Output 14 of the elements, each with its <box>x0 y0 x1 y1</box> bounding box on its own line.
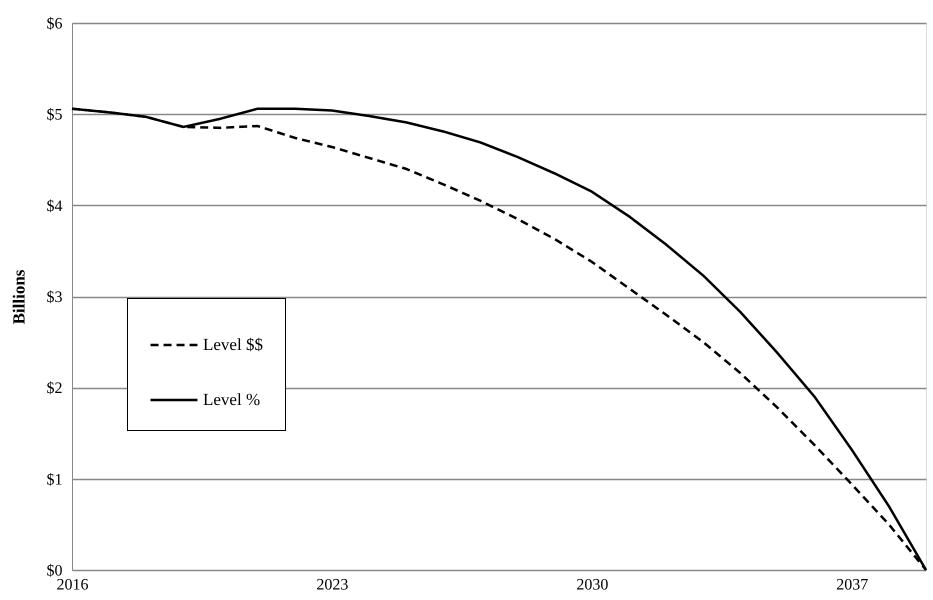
x-tick-label: 2023 <box>316 576 348 594</box>
y-tick-label: $1 <box>46 471 62 488</box>
y-tick-label: $2 <box>46 380 62 398</box>
y-tick-label: $0 <box>46 562 62 580</box>
x-tick-label: 2037 <box>836 576 868 594</box>
x-tick-label: 2030 <box>576 576 608 594</box>
y-tick-label: $3 <box>46 289 62 306</box>
legend-label: Level % <box>203 390 260 409</box>
y-tick-label: $6 <box>46 16 62 32</box>
y-tick-label: $5 <box>46 106 62 124</box>
y-axis-title: Billions <box>10 269 28 324</box>
x-tick-label: 2016 <box>56 576 88 594</box>
legend-label: Level $$ <box>203 335 263 354</box>
y-tick-label: $4 <box>46 198 62 215</box>
